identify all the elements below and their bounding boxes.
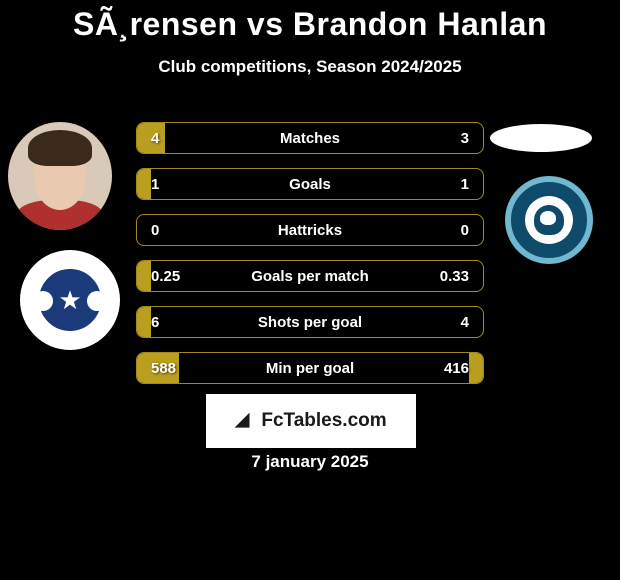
stat-value-right: 0: [413, 222, 483, 239]
stat-row: 0Hattricks0: [136, 214, 484, 246]
stat-value-left: 6: [137, 314, 207, 331]
club-right-badge: [498, 176, 600, 264]
stat-label: Matches: [207, 130, 413, 147]
stat-value-right: 1: [413, 176, 483, 193]
stat-row: 4Matches3: [136, 122, 484, 154]
subtitle: Club competitions, Season 2024/2025: [0, 57, 620, 77]
stat-row: 6Shots per goal4: [136, 306, 484, 338]
stat-value-right: 4: [413, 314, 483, 331]
fctables-icon: [235, 411, 255, 431]
stat-value-right: 0.33: [413, 268, 483, 285]
stat-value-left: 1: [137, 176, 207, 193]
stat-value-left: 4: [137, 130, 207, 147]
branding-text: FcTables.com: [261, 410, 386, 432]
club-left-badge: [20, 250, 120, 350]
stat-row: 588Min per goal416: [136, 352, 484, 384]
stat-value-right: 416: [413, 360, 483, 377]
stat-label: Min per goal: [207, 360, 413, 377]
stat-label: Hattricks: [207, 222, 413, 239]
stat-row: 1Goals1: [136, 168, 484, 200]
stat-row: 0.25Goals per match0.33: [136, 260, 484, 292]
stat-label: Shots per goal: [207, 314, 413, 331]
stat-value-left: 0.25: [137, 268, 207, 285]
stat-label: Goals: [207, 176, 413, 193]
player-left-avatar: [8, 122, 112, 230]
stat-value-left: 588: [137, 360, 207, 377]
date-text: 7 january 2025: [0, 452, 620, 472]
branding-box: FcTables.com: [206, 394, 416, 448]
stats-container: 4Matches31Goals10Hattricks00.25Goals per…: [136, 122, 484, 398]
stat-value-left: 0: [137, 222, 207, 239]
page-title: SÃ¸rensen vs Brandon Hanlan: [0, 0, 620, 43]
stat-label: Goals per match: [207, 268, 413, 285]
player-right-avatar: [490, 124, 592, 152]
stat-value-right: 3: [413, 130, 483, 147]
